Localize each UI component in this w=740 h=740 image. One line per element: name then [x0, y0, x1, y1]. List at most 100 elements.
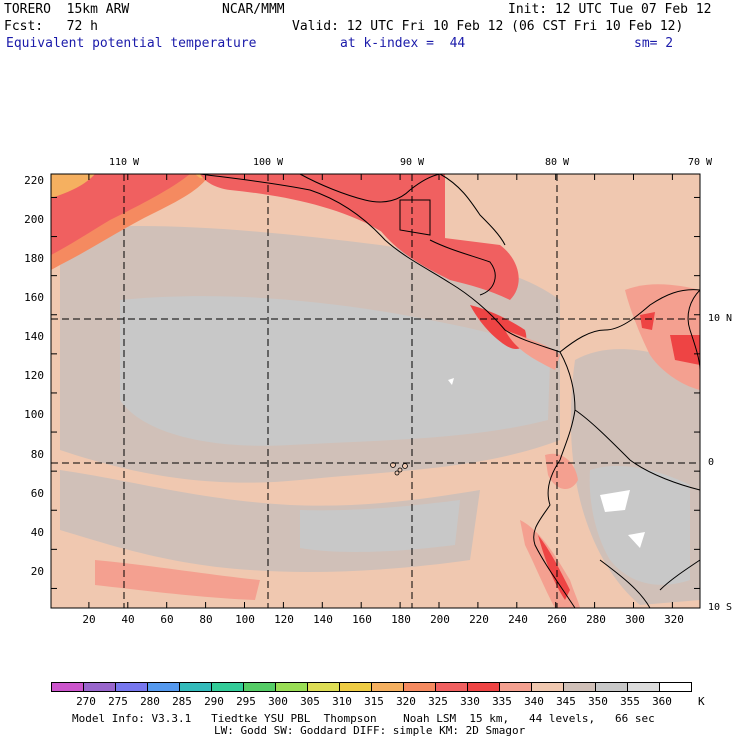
field-355-south [300, 500, 460, 552]
x-tick-label: 160 [352, 613, 372, 626]
model-info: Model Info: V3.3.1 Tiedtke YSU PBL Thomp… [72, 712, 655, 725]
field-335-peru [538, 535, 570, 600]
colorbar-label: 340 [524, 695, 544, 708]
colorbar-cell [403, 682, 436, 692]
lat-label-10n: 10 N [708, 313, 733, 324]
x-tick-label: 40 [121, 613, 135, 626]
x-tick-label: 200 [430, 613, 450, 626]
field-330-mexico [200, 174, 445, 260]
colorbar-label: 325 [428, 695, 448, 708]
coastlines [199, 173, 701, 609]
colorbar-cell [179, 682, 212, 692]
lat-lon-grid [51, 174, 700, 608]
y-tick-label: 60 [30, 487, 44, 500]
colorbar-label: 285 [172, 695, 192, 708]
colorbar-cell [275, 682, 308, 692]
y-tick-label: 180 [24, 252, 44, 265]
lat-label-0: 0 [708, 457, 715, 468]
y-tick-label: 20 [30, 565, 44, 578]
field-330-nw [51, 174, 190, 255]
colorbar-cell [83, 682, 116, 692]
x-tick-label: 220 [469, 613, 489, 626]
colorbar-cell [435, 682, 468, 692]
colorbar-label: 330 [460, 695, 480, 708]
forecast-hour: Fcst: 72 h [4, 19, 98, 34]
init-time: Init: 12 UTC Tue 07 Feb 12 [508, 2, 712, 17]
colorbar-cell [339, 682, 372, 692]
lon-label-90w: 90 W [399, 157, 425, 168]
x-tick-label: 80 [199, 613, 213, 626]
colorbar-label: 320 [396, 695, 416, 708]
x-tick-label: 320 [664, 613, 684, 626]
colorbar-label: 360 [652, 695, 672, 708]
y-tick-label: 140 [24, 330, 44, 343]
valid-time: Valid: 12 UTC Fri 10 Feb 12 (06 CST Fri … [292, 19, 684, 34]
colorbar-label: 315 [364, 695, 384, 708]
colorbar-cell [307, 682, 340, 692]
lon-label-80w: 80 W [544, 157, 570, 168]
colorbar-cell [467, 682, 500, 692]
y-tick-label: 80 [30, 448, 44, 461]
lon-label-110w: 110 W [108, 157, 140, 168]
physics-info: LW: Godd SW: Goddard DIFF: simple KM: 2D… [214, 724, 526, 737]
x-tick-label: 260 [547, 613, 567, 626]
x-tick-label: 240 [508, 613, 528, 626]
colorbar-label: 305 [300, 695, 320, 708]
smoothing-info: sm= 2 [634, 36, 674, 51]
colorbar-cell [147, 682, 180, 692]
lon-label-100w: 100 W [252, 157, 284, 168]
field-330-ca [380, 230, 519, 300]
x-tick-label: 60 [160, 613, 174, 626]
x-tick-label: 100 [235, 613, 255, 626]
level-info: at k-index = 44 [340, 36, 466, 51]
center-name: NCAR/MMM [222, 2, 285, 17]
colorbar-cell [659, 682, 692, 692]
colorbar-cell [563, 682, 596, 692]
y-tick-label: 120 [24, 369, 44, 382]
x-tick-label: 20 [82, 613, 96, 626]
field-name: Equivalent potential temperature [6, 36, 257, 51]
field-360-spot [448, 378, 454, 385]
colorbar-cell [371, 682, 404, 692]
colorbar-cell [211, 682, 244, 692]
colorbar-cell [531, 682, 564, 692]
y-tick-label: 40 [30, 526, 44, 539]
colorbar-label: 270 [76, 695, 96, 708]
lat-label-10s: 10 S [708, 602, 733, 613]
axis-ticks [51, 174, 700, 608]
field-355-region [120, 296, 550, 446]
colorbar-label: 345 [556, 695, 576, 708]
y-tick-label: 100 [24, 408, 44, 421]
colorbar-cell [499, 682, 532, 692]
colorbar-cell [51, 682, 84, 692]
x-tick-label: 120 [274, 613, 294, 626]
colorbar-label: 275 [108, 695, 128, 708]
x-tick-label: 300 [625, 613, 645, 626]
colorbar-cell [115, 682, 148, 692]
colorbar-label: 280 [140, 695, 160, 708]
colorbar-cell [595, 682, 628, 692]
colorbar-label: 300 [268, 695, 288, 708]
lon-label-70w: 70 W [687, 157, 713, 168]
y-tick-label: 220 [24, 174, 44, 187]
model-name: TORERO 15km ARW [4, 2, 130, 17]
colorbar-unit: K [698, 695, 705, 708]
x-tick-label: 180 [391, 613, 411, 626]
colorbar-label: 335 [492, 695, 512, 708]
colorbar-label: 295 [236, 695, 256, 708]
field-340-south [95, 560, 260, 600]
y-tick-label: 200 [24, 213, 44, 226]
colorbar-label: 290 [204, 695, 224, 708]
x-tick-label: 280 [586, 613, 606, 626]
field-sa-360 [600, 490, 645, 548]
x-tick-label: 140 [313, 613, 333, 626]
y-tick-label: 160 [24, 291, 44, 304]
field-320-nw [51, 174, 95, 198]
map-frame [50, 173, 701, 609]
colorbar-label: 350 [588, 695, 608, 708]
field-335-venezuela [640, 312, 700, 365]
colorbar-label: 355 [620, 695, 640, 708]
colorbar-cell [627, 682, 660, 692]
field-340-panama [505, 330, 560, 370]
